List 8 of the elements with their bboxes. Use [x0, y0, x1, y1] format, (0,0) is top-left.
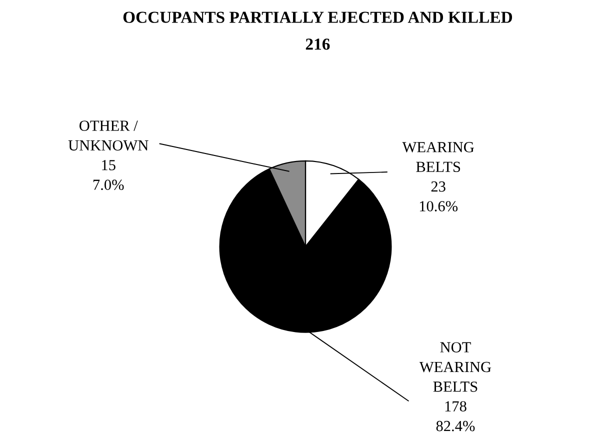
slice-label: OTHER / UNKNOWN: [68, 120, 148, 151]
chart-title: OCCUPANTS PARTIALLY EJECTED AND KILLED: [123, 12, 512, 23]
data-label: 178 82.4%: [436, 401, 475, 432]
slice-label: WEARING BELTS: [402, 142, 474, 172]
data-label: 23 10.6%: [420, 181, 458, 212]
slice-label: NOT WEARING BELTS: [419, 342, 492, 392]
data-label: 15 7.0%: [93, 160, 124, 190]
chart-subtitle: 216: [306, 38, 330, 50]
